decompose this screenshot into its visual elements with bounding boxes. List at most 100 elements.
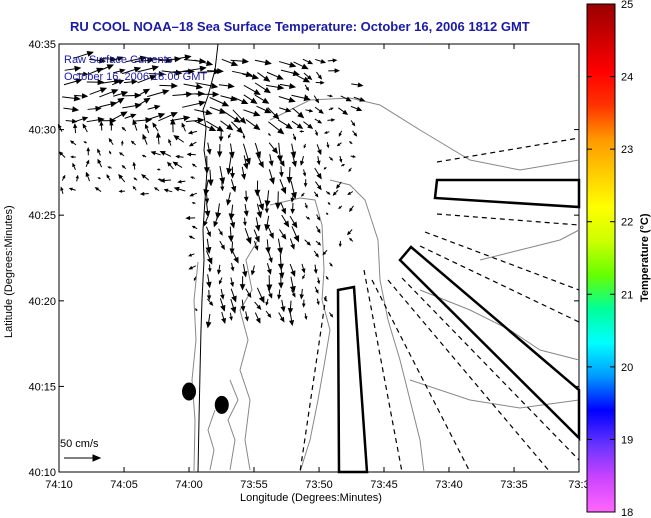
current-vector: [204, 202, 211, 218]
current-vector: [213, 214, 219, 228]
current-vector: [279, 229, 287, 240]
current-vector: [204, 192, 210, 204]
current-vector: [274, 191, 281, 210]
current-vector: [322, 249, 328, 256]
current-vector: [315, 181, 322, 191]
current-vector: [124, 113, 137, 119]
current-vector: [232, 109, 247, 124]
current-vector: [64, 65, 82, 72]
current-vector: [89, 87, 108, 95]
current-vector: [316, 71, 323, 80]
current-vector: [290, 180, 297, 200]
y-axis-ticks: 40:35 40:30 40:25 40:20 40:15 40:10: [28, 39, 579, 479]
current-vector: [304, 239, 311, 246]
current-vector: [265, 239, 271, 254]
current-vector: [195, 82, 219, 89]
current-vector: [327, 58, 338, 63]
current-vector: [314, 58, 327, 64]
current-vector: [239, 276, 246, 291]
current-vector: [314, 167, 322, 180]
x-tick-label: 73:50: [305, 479, 333, 491]
current-vector: [291, 154, 297, 168]
current-vector: [226, 192, 232, 206]
current-vector: [203, 216, 209, 227]
current-vector: [76, 116, 89, 122]
current-vector: [348, 141, 353, 145]
current-vector: [65, 118, 78, 124]
current-vector: [227, 133, 232, 139]
current-vector: [267, 226, 274, 239]
current-vector: [132, 119, 138, 131]
current-vector: [243, 84, 261, 95]
current-vector: [134, 117, 153, 124]
current-vector: [336, 181, 342, 189]
current-vector: [97, 177, 101, 180]
current-vector: [291, 289, 296, 298]
current-vector: [267, 133, 271, 137]
current-vector: [316, 214, 321, 221]
current-vector: [328, 312, 334, 318]
x-tick-label: 73:55: [240, 479, 268, 491]
current-vector: [256, 203, 263, 219]
colorbar-tick-label: 22: [621, 217, 633, 229]
current-vector: [266, 275, 273, 292]
current-vector: [182, 65, 207, 72]
colorbar-tick-label: 23: [621, 144, 633, 156]
x-tick-label: 73:3: [568, 479, 589, 491]
y-axis-label: Latitude (Degrees:Minutes): [3, 205, 15, 338]
current-vector: [302, 169, 307, 177]
current-vector: [207, 68, 224, 75]
current-vector: [287, 300, 294, 315]
current-vector: [254, 301, 262, 310]
current-vector: [291, 120, 304, 129]
current-vector: [150, 151, 161, 156]
current-vector: [266, 71, 284, 80]
current-vector: [254, 180, 261, 197]
x-tick-label: 74:05: [110, 479, 138, 491]
current-vector: [73, 123, 78, 134]
current-vector: [57, 123, 63, 132]
current-vector: [301, 299, 306, 308]
current-vector: [177, 179, 186, 184]
current-vector: [347, 229, 353, 236]
current-vector: [221, 58, 239, 67]
current-vector: [190, 176, 196, 180]
current-vector: [206, 120, 224, 132]
current-vector: [316, 277, 321, 285]
current-vector: [253, 229, 260, 243]
current-vector: [134, 57, 155, 64]
current-vector: [299, 130, 304, 133]
current-vector: [256, 154, 264, 169]
current-vector: [168, 138, 172, 146]
current-vector: [227, 226, 234, 243]
buoy-1-marker: [182, 382, 197, 401]
current-vector: [130, 140, 136, 146]
current-vector: [82, 123, 88, 133]
current-vector: [221, 311, 227, 324]
colorbar-tick-label: 18: [621, 507, 633, 518]
current-vector: [170, 118, 176, 133]
current-vector: [268, 154, 274, 167]
current-vector: [206, 289, 212, 301]
current-vector: [338, 240, 342, 248]
current-vector: [188, 265, 197, 270]
current-vector: [266, 263, 272, 275]
current-vector: [60, 186, 64, 194]
current-vector: [332, 189, 339, 196]
current-vector: [268, 121, 285, 135]
current-vector: [183, 83, 204, 90]
current-vector: [290, 192, 295, 203]
current-vector: [206, 274, 212, 289]
current-vector: [230, 58, 250, 65]
current-vector: [110, 97, 125, 107]
surface-current-vectors: [57, 50, 366, 329]
current-vector: [132, 185, 137, 191]
current-vector: [348, 237, 354, 242]
current-vector: [118, 173, 126, 183]
current-vector: [86, 146, 91, 156]
current-vector: [101, 56, 117, 62]
current-vector: [156, 168, 161, 171]
current-vector: [279, 178, 287, 195]
current-vector: [68, 187, 76, 191]
current-vector: [219, 240, 225, 250]
